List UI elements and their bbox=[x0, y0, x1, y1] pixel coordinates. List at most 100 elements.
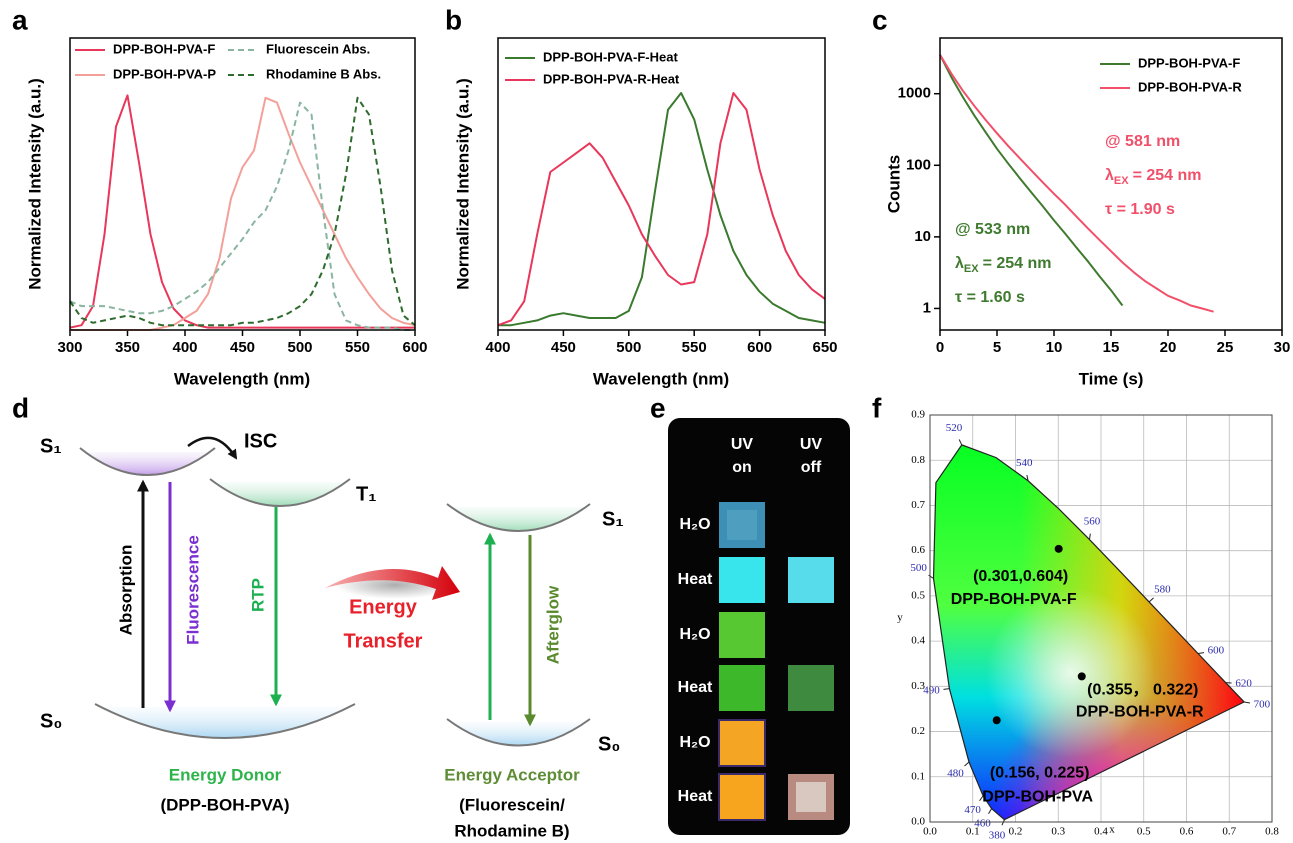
point-label: (0.301,0.604) bbox=[973, 568, 1068, 585]
x-tick-label: 350 bbox=[115, 339, 140, 356]
row-label: H₂O bbox=[679, 734, 710, 751]
locus-tick bbox=[1026, 474, 1029, 481]
y-tick-label: 10 bbox=[914, 228, 931, 245]
y-tick-label: 0.2 bbox=[911, 725, 925, 737]
locus-tick bbox=[943, 688, 950, 690]
absorption-label: Absorption bbox=[116, 545, 135, 636]
legend-label: DPP-BOH-PVA-P bbox=[113, 66, 216, 81]
acceptor-name: Rhodamine B) bbox=[454, 821, 569, 840]
legend-label: Fluorescein Abs. bbox=[266, 41, 370, 56]
transfer-arrow bbox=[325, 566, 460, 600]
x-tick-label: 0.1 bbox=[966, 826, 980, 838]
well bbox=[446, 503, 591, 532]
y-axis-title: y bbox=[897, 612, 903, 624]
wavelength-label: 600 bbox=[1208, 644, 1225, 656]
row-label: H₂O bbox=[679, 626, 710, 643]
series-line bbox=[497, 92, 826, 327]
sample bbox=[718, 719, 766, 767]
x-tick-label: 0.7 bbox=[1222, 826, 1236, 838]
y-tick-label: 100 bbox=[906, 156, 931, 173]
locus-tick bbox=[979, 795, 984, 802]
y-tick-label: 0.6 bbox=[911, 544, 925, 556]
annotation-part: λ bbox=[955, 255, 964, 272]
cie-point bbox=[1054, 544, 1063, 553]
y-tick-label: 1 bbox=[923, 299, 931, 316]
locus-tick bbox=[1244, 701, 1251, 704]
y-tick-label: 0.9 bbox=[911, 409, 925, 421]
isc-arrow bbox=[187, 436, 238, 460]
legend-label: DPP-BOH-PVA-F bbox=[113, 41, 215, 56]
series-line bbox=[939, 54, 1124, 307]
legend-label: DPP-BOH-PVA-R bbox=[1138, 79, 1242, 94]
row-label: Heat bbox=[678, 679, 713, 696]
y-tick-label: 1000 bbox=[898, 85, 931, 102]
sample bbox=[718, 773, 766, 821]
locus-tick bbox=[928, 574, 934, 579]
row-label: H₂O bbox=[679, 516, 710, 533]
cie-point bbox=[992, 716, 1001, 725]
wavelength-label: 380 bbox=[989, 830, 1006, 842]
locus-tick bbox=[964, 761, 970, 767]
state-label: S₀ bbox=[40, 710, 62, 732]
x-tick-label: 300 bbox=[57, 339, 82, 356]
x-tick-label: 500 bbox=[616, 339, 641, 356]
series-line bbox=[939, 54, 1214, 313]
x-tick-label: 400 bbox=[172, 339, 197, 356]
x-tick-label: 600 bbox=[402, 339, 427, 356]
plot-frame bbox=[939, 37, 1283, 331]
y-tick-label: 0.4 bbox=[911, 635, 925, 647]
annotation-part: λ bbox=[1105, 167, 1114, 184]
transfer-label: Energy bbox=[349, 596, 418, 618]
y-tick-label: 0.8 bbox=[911, 454, 925, 466]
donor-name: (DPP-BOH-PVA) bbox=[160, 795, 289, 814]
x-tick-label: 0 bbox=[936, 339, 944, 356]
x-tick-label: 550 bbox=[345, 339, 370, 356]
wavelength-label: 470 bbox=[964, 804, 981, 816]
well bbox=[79, 447, 216, 476]
x-tick-label: 25 bbox=[1217, 339, 1234, 356]
photo-grid: e UV on UV off H₂O Heat H₂O Heat H₂O Hea… bbox=[650, 392, 850, 835]
x-axis-title: Wavelength (nm) bbox=[593, 369, 729, 388]
x-axis-title: Wavelength (nm) bbox=[174, 369, 310, 388]
wavelength-label: 480 bbox=[947, 767, 964, 779]
well bbox=[94, 703, 356, 739]
acceptor-name: (Fluorescein/ bbox=[459, 795, 565, 814]
x-tick-label: 550 bbox=[682, 339, 707, 356]
x-tick-label: 0.3 bbox=[1051, 826, 1065, 838]
fluorescence-label: Fluorescence bbox=[183, 535, 202, 645]
wavelength-label: 560 bbox=[1084, 515, 1101, 527]
y-axis-title: Normalized Intensity (a.u.) bbox=[453, 78, 472, 290]
annotation-part: EX bbox=[964, 263, 979, 275]
x-tick-label: 5 bbox=[993, 339, 1001, 356]
column-header: off bbox=[801, 459, 822, 476]
well bbox=[209, 478, 351, 507]
wavelength-label: 620 bbox=[1235, 677, 1252, 689]
x-tick-label: 30 bbox=[1274, 339, 1291, 356]
wavelength-label: 540 bbox=[1016, 457, 1033, 469]
x-tick-label: 0.0 bbox=[923, 826, 937, 838]
annotation: τ = 1.60 s bbox=[955, 289, 1025, 306]
wavelength-label: 490 bbox=[923, 684, 940, 696]
wavelength-label: 460 bbox=[974, 818, 991, 830]
series-line bbox=[69, 94, 415, 329]
series-line bbox=[69, 101, 415, 331]
x-tick-label: 10 bbox=[1046, 339, 1063, 356]
legend-label: Rhodamine B Abs. bbox=[266, 66, 381, 81]
legend-label: DPP-BOH-PVA-F bbox=[1138, 55, 1240, 70]
energy-diagram: d S₁ ISC T₁ Absorption Fluorescence RTP … bbox=[12, 392, 624, 840]
x-tick-label: 20 bbox=[1160, 339, 1177, 356]
legend-label: DPP-BOH-PVA-F-Heat bbox=[543, 49, 678, 64]
panel-label: a bbox=[12, 4, 28, 35]
row-label: Heat bbox=[678, 788, 713, 805]
x-tick-label: 0.8 bbox=[1265, 826, 1279, 838]
point-label: (0.355， 0.322) bbox=[1087, 682, 1198, 699]
sample bbox=[788, 665, 834, 711]
annotation: λEX = 254 nm bbox=[955, 255, 1052, 275]
wavelength-label: 500 bbox=[910, 562, 927, 574]
row-label: Heat bbox=[678, 571, 713, 588]
point-name: DPP-BOH-PVA-F bbox=[951, 591, 1077, 608]
point-name: DPP-BOH-PVA-R bbox=[1076, 704, 1204, 721]
panel-label: e bbox=[650, 392, 666, 423]
locus-tick bbox=[988, 808, 992, 814]
